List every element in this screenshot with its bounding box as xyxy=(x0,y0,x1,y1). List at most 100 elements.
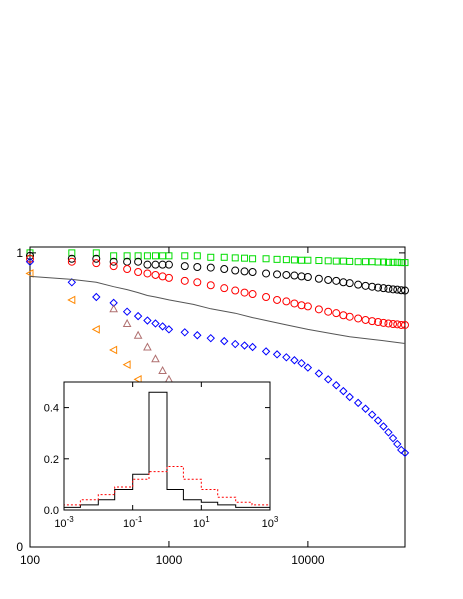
inset-series-layer xyxy=(63,391,271,510)
main-series-4-point xyxy=(158,365,167,375)
main-series-5-point xyxy=(133,375,142,384)
main-series-0-point xyxy=(134,252,142,260)
main-x-tick-label: 1000 xyxy=(156,553,183,567)
main-series-3-point xyxy=(109,298,118,308)
main-series-1-point xyxy=(389,285,398,294)
inset-x-tick-label: 10-3 xyxy=(54,515,74,530)
main-series-3-point xyxy=(397,445,406,455)
main-series-1-point xyxy=(273,270,282,279)
main-series-1-point xyxy=(240,267,249,276)
main-series-1-point xyxy=(324,275,333,284)
main-series-0-point xyxy=(110,252,118,260)
main-series-5-point xyxy=(109,345,118,355)
inset-x-tick-base: 10 xyxy=(123,518,135,530)
main-series-0-point xyxy=(231,254,239,262)
main-series-3-point xyxy=(323,375,333,384)
main-series-0-point xyxy=(68,249,76,257)
main-series-0-point xyxy=(332,257,340,265)
main-series-1-point xyxy=(206,263,215,272)
main-series-layer xyxy=(25,249,410,458)
main-series-2-point xyxy=(143,269,152,278)
main-series-1-point xyxy=(282,270,291,279)
main-series-1-point xyxy=(345,279,354,288)
main-chart: 100 1000 10000 0 1 xyxy=(16,246,410,567)
main-series-1-point xyxy=(143,260,152,269)
main-series-3-point xyxy=(143,316,152,325)
main-series-3-point xyxy=(220,336,229,346)
main-series-2-point xyxy=(158,272,167,281)
main-series-0-point xyxy=(374,258,382,266)
main-series-1-point xyxy=(339,278,348,287)
main-series-2-point xyxy=(297,301,306,310)
main-series-1-point xyxy=(354,280,363,289)
main-series-0-point xyxy=(249,255,257,263)
main-series-2-point xyxy=(220,284,229,293)
main-series-1-point xyxy=(164,260,173,269)
main-series-5-point xyxy=(91,325,100,334)
main-series-0-point xyxy=(401,259,409,267)
inset-y-tick-label: 0.0 xyxy=(44,505,59,517)
main-series-0-point xyxy=(324,257,332,265)
main-series-0-point xyxy=(379,258,387,266)
main-series-2-point xyxy=(374,318,383,326)
main-series-0-point xyxy=(384,258,392,266)
main-series-1-point xyxy=(180,262,189,271)
main-series-2-point xyxy=(151,270,160,279)
main-series-3-point xyxy=(206,333,215,343)
main-series-0-point xyxy=(346,257,354,265)
main-series-0-point xyxy=(282,256,290,264)
main-series-0-point xyxy=(165,252,173,260)
main-series-0-point xyxy=(397,259,405,267)
main-series-0-point xyxy=(304,256,312,264)
main-series-3-point xyxy=(231,339,240,349)
main-series-1-point xyxy=(393,285,402,294)
main-series-3-point xyxy=(133,311,143,321)
main-series-1-point xyxy=(303,273,312,281)
main-series-4-point xyxy=(164,374,174,383)
main-series-5-point xyxy=(122,360,131,369)
main-series-2-point xyxy=(109,262,118,271)
main-series-2-point xyxy=(92,259,101,268)
main-series-3-point xyxy=(92,292,101,302)
main-series-3-point xyxy=(373,416,383,425)
main-series-2-point xyxy=(193,278,202,287)
inset-y-tick-label: 0.2 xyxy=(44,454,59,466)
main-series-0-point xyxy=(339,257,347,265)
main-series-3-point xyxy=(353,398,363,408)
main-series-2-point xyxy=(67,257,76,266)
main-y-tick-label: 0 xyxy=(16,540,23,554)
main-series-2-point xyxy=(248,290,257,299)
main-series-2-point xyxy=(339,311,348,320)
inset-x-tick-base: 10 xyxy=(193,518,205,530)
main-series-1-point xyxy=(368,282,377,291)
inset-x-tick-base: 10 xyxy=(54,518,66,530)
main-series-3-point xyxy=(367,410,377,419)
inset-x-tick-base: 10 xyxy=(262,518,274,530)
main-series-2-point xyxy=(401,320,409,329)
inset-plot-frame xyxy=(63,381,271,511)
inset-y-tick-label: 0.4 xyxy=(44,403,59,415)
main-y-tick-label: 1 xyxy=(16,246,23,260)
main-series-3-point xyxy=(379,422,388,431)
main-series-0-point xyxy=(298,256,306,264)
main-series-4-point xyxy=(109,304,118,313)
main-series-4-point xyxy=(151,354,160,363)
main-series-2-point xyxy=(354,314,363,323)
main-series-1-point xyxy=(361,281,370,290)
main-series-1-point xyxy=(158,260,167,269)
inset-x-tick-label: 10-1 xyxy=(123,515,143,530)
main-series-4-point xyxy=(133,330,143,339)
main-series-1-point xyxy=(314,274,323,283)
main-axis-ticks: 100 1000 10000 0 1 xyxy=(16,246,405,567)
main-series-1-point xyxy=(379,284,388,293)
main-series-3-point xyxy=(282,353,291,362)
main-series-0-point xyxy=(362,258,370,266)
main-series-1-point xyxy=(374,283,383,292)
main-series-3-point xyxy=(272,350,282,359)
main-series-1-point xyxy=(231,266,240,275)
main-series-2-point xyxy=(303,302,312,311)
main-series-0-point xyxy=(193,252,201,260)
main-series-3-point xyxy=(261,347,271,356)
